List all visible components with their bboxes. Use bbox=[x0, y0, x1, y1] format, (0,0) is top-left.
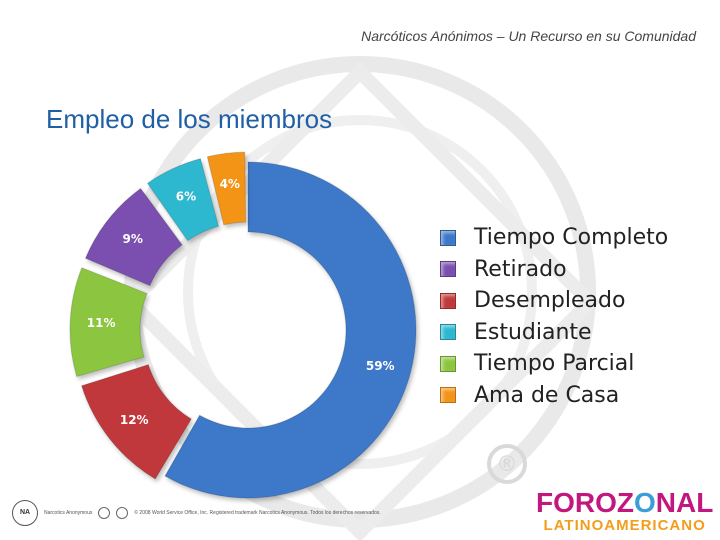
legend-swatch bbox=[440, 261, 456, 278]
legend-label: Retirado bbox=[474, 256, 567, 282]
donut-slice-estudiante bbox=[146, 158, 220, 242]
legend-label: Estudiante bbox=[474, 319, 592, 345]
legend-label: Desempleado bbox=[474, 288, 626, 314]
data-label: 6% bbox=[176, 190, 196, 204]
data-label: 11% bbox=[87, 316, 116, 330]
footer-legal-text: © 2008 World Service Office, Inc. Regist… bbox=[134, 510, 381, 516]
forozonal-logo: FOROZONAL LATINOAMERICANO bbox=[536, 488, 713, 534]
legend-item-tiempo-parcial: Tiempo Parcial bbox=[440, 348, 668, 380]
legend-swatch bbox=[440, 292, 456, 309]
header-text: Narcóticos Anónimos – Un Recurso en su C… bbox=[361, 28, 696, 44]
legend-swatch bbox=[440, 229, 456, 246]
data-label: 4% bbox=[220, 177, 240, 191]
small-seal-icon bbox=[116, 507, 129, 519]
small-seal-icon bbox=[98, 507, 111, 519]
logo-bottom-text: LATINOAMERICANO bbox=[543, 517, 706, 534]
legend-label: Tiempo Parcial bbox=[474, 351, 635, 377]
data-label: 59% bbox=[366, 359, 395, 373]
footer-org-text: Narcotics Anonymous bbox=[44, 510, 93, 516]
donut-slice-tiempo-completo bbox=[164, 161, 417, 499]
registered-mark: ® bbox=[487, 444, 527, 484]
legend-item-estudiante: Estudiante bbox=[440, 317, 668, 349]
legend-label: Tiempo Completo bbox=[474, 225, 669, 251]
legend-item-retirado: Retirado bbox=[440, 254, 668, 286]
donut-slice-ama-de-casa bbox=[206, 151, 247, 226]
logo-top-text: FOROZONAL bbox=[536, 487, 714, 518]
na-seal-icon: NA bbox=[12, 500, 38, 526]
legend-item-desempleado: Desempleado bbox=[440, 285, 668, 317]
footer-credits: NA Narcotics Anonymous © 2008 World Serv… bbox=[12, 500, 381, 526]
legend-swatch bbox=[440, 355, 456, 372]
donut-slice-retirado bbox=[84, 187, 183, 287]
legend-item-ama-de-casa: Ama de Casa bbox=[440, 380, 668, 412]
chart-legend: Tiempo Completo Retirado Desempleado Est… bbox=[440, 222, 668, 411]
legend-swatch bbox=[440, 324, 456, 341]
slide-title: Empleo de los miembros bbox=[46, 104, 333, 134]
data-label: 12% bbox=[120, 413, 149, 427]
donut-slice-tiempo-parcial bbox=[69, 267, 148, 378]
legend-label: Ama de Casa bbox=[474, 382, 620, 408]
legend-swatch bbox=[440, 387, 456, 404]
data-label: 9% bbox=[122, 232, 142, 246]
donut-slice-desempleado bbox=[80, 363, 192, 480]
legend-item-tiempo-completo: Tiempo Completo bbox=[440, 222, 668, 254]
